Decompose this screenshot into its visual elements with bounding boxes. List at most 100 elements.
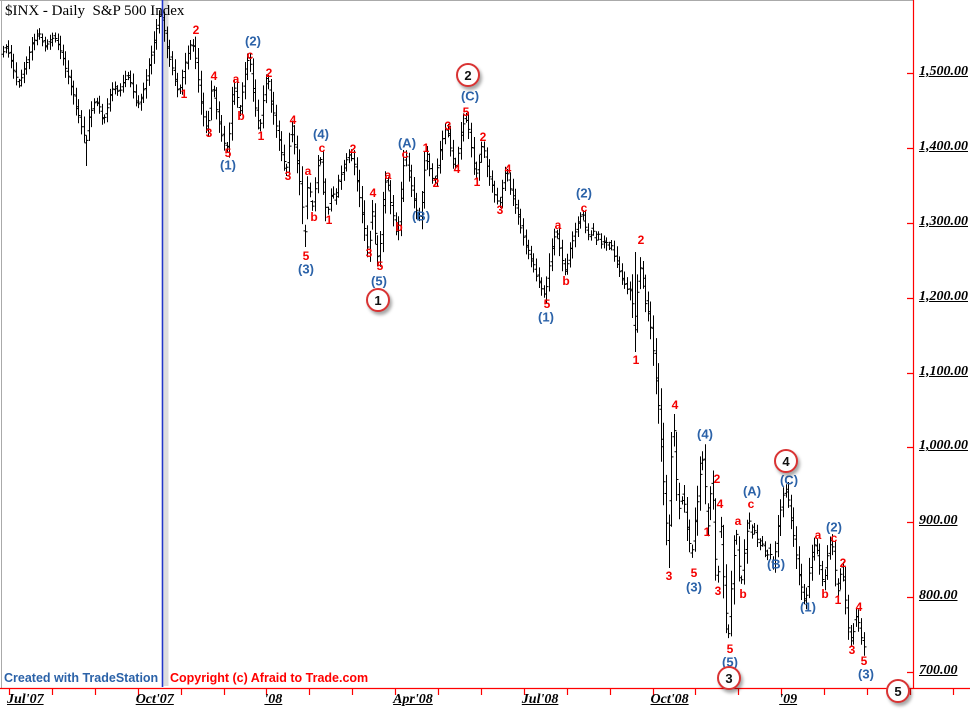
wave-label-minor: 5 <box>376 259 384 273</box>
wave-label-intermediate: (1) <box>800 599 816 615</box>
wave-label-minor: 2 <box>839 556 847 570</box>
wave-label-minor: 3 <box>848 643 856 657</box>
wave-label-minor: 4 <box>369 186 377 200</box>
x-axis-label: '09 <box>779 692 798 707</box>
chart-border <box>0 0 913 688</box>
x-axis-label: Oct'07 <box>135 692 174 707</box>
wave-label-minor: 2 <box>637 233 645 247</box>
y-axis-label: 1,400.00 <box>919 138 968 154</box>
y-axis-label: 800.00 <box>919 588 958 604</box>
x-axis-label: Jul'08 <box>521 692 559 707</box>
y-axis-label: 1,000.00 <box>919 438 968 454</box>
wave-label-minor: 3 <box>365 246 373 260</box>
wave-label-intermediate: (2) <box>245 33 261 49</box>
wave-label-intermediate: (5) <box>371 273 387 289</box>
wave-label-minor: 5 <box>302 249 310 263</box>
wave-label-minor: 2 <box>349 142 357 156</box>
y-axis-label: 1,300.00 <box>919 213 968 229</box>
wave-label-intermediate: (4) <box>313 126 329 142</box>
wave-label-minor: 1 <box>257 129 265 143</box>
wave-label-minor: 5 <box>224 146 232 160</box>
x-axis-label: Jul'07 <box>7 692 44 707</box>
wave-label-minor: 4 <box>210 69 218 83</box>
wave-label-intermediate: (3) <box>858 666 874 682</box>
wave-label-minor: 1 <box>422 141 430 155</box>
x-axis-label: Oct'08 <box>650 692 689 707</box>
wave-label-intermediate: (A) <box>742 483 762 499</box>
x-axis-label: '08 <box>264 692 283 707</box>
wave-label-minor: c <box>401 147 409 161</box>
wave-label-minor: 2 <box>192 23 200 37</box>
wave-label-minor: 3 <box>444 119 452 133</box>
wave-label-minor: b <box>395 220 403 234</box>
x-axis-label: Apr'08 <box>393 692 433 707</box>
wave-label-minor: 1 <box>473 175 481 189</box>
chart-title: $INX - Daily S&P 500 Index <box>5 3 185 19</box>
wave-label-intermediate: (2) <box>576 185 592 201</box>
wave-label-minor: a <box>554 218 562 232</box>
wave-label-intermediate: (B) <box>411 208 431 224</box>
wave-label-minor: 1 <box>325 213 333 227</box>
y-axis-label: 1,500.00 <box>919 64 968 79</box>
wave-label-minor: 1 <box>180 87 188 101</box>
y-axis-label: 1,100.00 <box>919 363 968 379</box>
wave-label-minor: 1 <box>632 353 640 367</box>
wave-label-intermediate: (1) <box>220 157 236 173</box>
wave-circle-primary: 2 <box>456 63 480 87</box>
wave-label-minor: 2 <box>432 176 440 190</box>
wave-label-minor: 5 <box>690 566 698 580</box>
wave-label-minor: b <box>821 587 829 601</box>
wave-label-intermediate: (5) <box>722 654 738 670</box>
wave-label-intermediate: (2) <box>826 519 842 535</box>
wave-label-minor: 4 <box>504 162 512 176</box>
wave-label-intermediate: (4) <box>697 426 713 442</box>
wave-label-minor: 4 <box>716 497 724 511</box>
wave-label-minor: 1 <box>703 525 711 539</box>
wave-circle-primary: 1 <box>366 288 390 312</box>
wave-label-minor: 5 <box>543 297 551 311</box>
wave-label-minor: a <box>232 72 240 86</box>
wave-label-minor: 5 <box>860 654 868 668</box>
wave-circle-primary: 3 <box>717 666 741 690</box>
wave-label-minor: 2 <box>479 130 487 144</box>
wave-label-minor: 4 <box>671 398 679 412</box>
wave-label-minor: 2 <box>713 472 721 486</box>
wave-label-minor: a <box>384 168 392 182</box>
wave-label-intermediate: (C) <box>460 88 480 104</box>
wave-label-minor: b <box>562 274 570 288</box>
wave-label-minor: 1 <box>834 593 842 607</box>
y-axis-label: 900.00 <box>919 513 958 529</box>
axes-lines <box>0 0 970 695</box>
wave-label-minor: 3 <box>496 203 504 217</box>
wave-label-intermediate: (3) <box>298 261 314 277</box>
copyright-watermark: Copyright (c) Afraid to Trade.com <box>170 671 369 685</box>
y-axis-label: 1,200.00 <box>919 288 968 304</box>
wave-label-minor: 2 <box>265 66 273 80</box>
wave-label-minor: b <box>310 210 318 224</box>
tradestation-watermark: Created with TradeStation <box>4 671 159 685</box>
price-bars <box>1 8 867 656</box>
wave-circle-primary: 4 <box>774 449 798 473</box>
wave-circle-primary: 5 <box>886 679 910 703</box>
wave-label-minor: c <box>246 48 254 62</box>
wave-label-minor: c <box>830 531 838 545</box>
wave-label-minor: 4 <box>855 600 863 614</box>
wave-label-minor: 5 <box>726 642 734 656</box>
wave-label-intermediate: (B) <box>766 556 786 572</box>
wave-label-minor: a <box>734 514 742 528</box>
wave-label-minor: 3 <box>714 584 722 598</box>
wave-label-minor: 3 <box>205 126 213 140</box>
wave-label-minor: 4 <box>289 113 297 127</box>
wave-label-minor: 4 <box>453 162 461 176</box>
wave-label-intermediate: (3) <box>686 579 702 595</box>
wave-label-minor: c <box>580 201 588 215</box>
wave-label-intermediate: (1) <box>538 309 554 325</box>
wave-label-minor: c <box>318 141 326 155</box>
wave-label-minor: 3 <box>665 569 673 583</box>
cursor-line-shadow <box>163 0 169 686</box>
wave-label-minor: a <box>304 164 312 178</box>
wave-label-minor: 5 <box>462 105 470 119</box>
wave-label-minor: c <box>747 497 755 511</box>
